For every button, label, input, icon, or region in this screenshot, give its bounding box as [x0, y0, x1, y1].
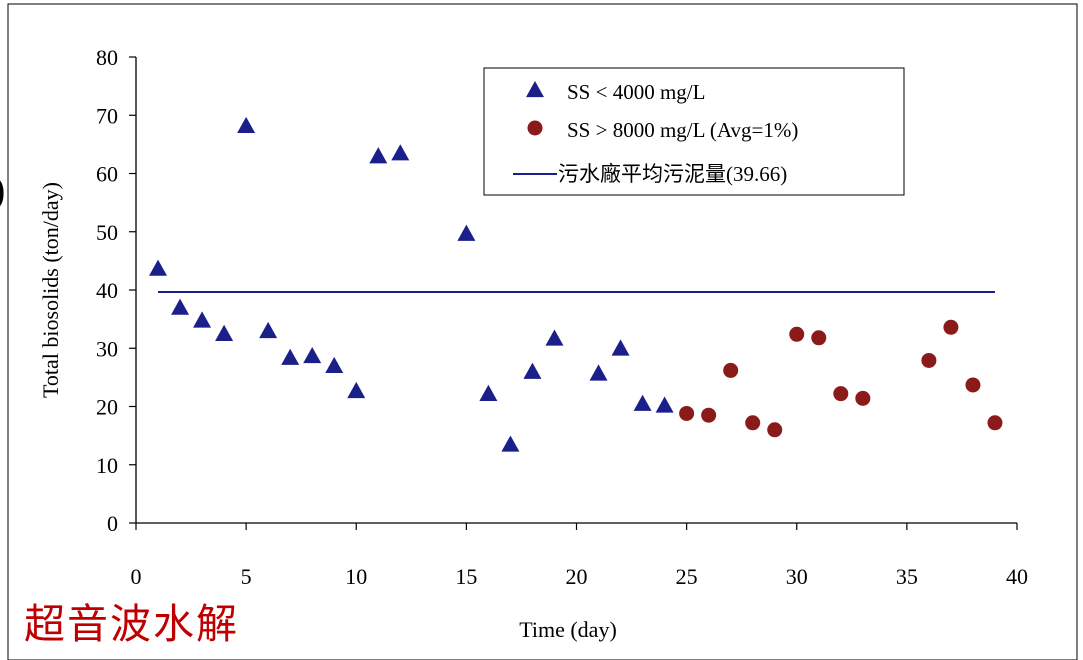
- legend-label: SS > 8000 mg/L (Avg=1%): [567, 118, 798, 142]
- legend: SS < 4000 mg/L SS > 8000 mg/L (Avg=1%) 污水廠…: [483, 67, 905, 196]
- data-point-triangle: [281, 348, 300, 365]
- data-point-triangle: [259, 321, 278, 339]
- x-tick-label: 0: [131, 564, 142, 589]
- data-point-triangle: [369, 147, 388, 164]
- cropped-edge-glyph: ): [0, 166, 5, 213]
- plot-area: [149, 116, 1003, 452]
- x-tick-label: 35: [896, 564, 918, 589]
- data-point-triangle: [325, 356, 344, 374]
- data-point-triangle: [479, 384, 498, 402]
- data-point-circle: [745, 415, 761, 431]
- y-tick-label: 80: [96, 45, 118, 70]
- x-tick-label: 15: [455, 564, 477, 589]
- data-point-triangle: [501, 435, 520, 452]
- data-point-circle: [987, 415, 1003, 431]
- data-point-triangle: [303, 346, 322, 364]
- data-point-circle: [679, 405, 695, 421]
- y-tick-label: 20: [96, 395, 118, 420]
- chart-frame: [7, 3, 1078, 660]
- data-point-circle: [943, 319, 959, 335]
- y-tick-label: 30: [96, 336, 118, 361]
- x-axis: 0 5 10 15 20 25 30 35 40: [131, 522, 1028, 589]
- data-point-circle: [921, 352, 937, 368]
- data-point-circle: [701, 407, 717, 423]
- legend-circle-marker: [527, 120, 543, 136]
- legend-label: 污水廠平均污泥量(39.66): [558, 162, 787, 186]
- data-point-triangle: [457, 224, 476, 241]
- legend-label: SS < 4000 mg/L: [567, 80, 705, 104]
- data-point-circle: [767, 422, 783, 438]
- y-axis-label: Total biosolids (ton/day): [38, 182, 63, 398]
- x-tick-label: 40: [1006, 564, 1028, 589]
- y-tick-label: 70: [96, 103, 118, 128]
- y-tick-label: 60: [96, 162, 118, 187]
- data-point-circle: [855, 390, 871, 406]
- x-tick-label: 20: [566, 564, 588, 589]
- x-axis-label: Time (day): [519, 617, 617, 642]
- data-point-circle: [789, 326, 805, 342]
- data-point-triangle: [193, 311, 212, 328]
- legend-triangle-marker: [526, 80, 544, 98]
- data-point-triangle: [347, 381, 366, 399]
- data-point-triangle: [237, 116, 256, 134]
- data-point-triangle: [171, 298, 190, 315]
- x-tick-label: 25: [676, 564, 698, 589]
- data-point-triangle: [215, 324, 234, 342]
- caption-text: 超音波水解: [24, 600, 239, 648]
- x-tick-label: 30: [786, 564, 808, 589]
- data-point-triangle: [611, 339, 630, 356]
- x-tick-label: 10: [345, 564, 367, 589]
- y-tick-label: 50: [96, 220, 118, 245]
- data-point-triangle: [149, 259, 168, 276]
- x-tick-label: 5: [241, 564, 252, 589]
- data-point-circle: [965, 377, 981, 393]
- data-point-triangle: [391, 144, 410, 161]
- data-point-triangle: [655, 396, 674, 413]
- data-point-triangle: [523, 362, 542, 379]
- data-point-triangle: [545, 329, 564, 346]
- data-point-circle: [723, 362, 739, 378]
- data-point-circle: [811, 330, 827, 346]
- data-point-triangle: [589, 364, 608, 381]
- data-point-circle: [833, 386, 849, 402]
- y-tick-label: 40: [96, 278, 118, 303]
- y-tick-label: 10: [96, 453, 118, 478]
- data-point-triangle: [633, 394, 652, 411]
- y-tick-label: 0: [107, 511, 118, 536]
- y-axis: 0 10 20 30 40 50 60 70 80: [96, 45, 137, 536]
